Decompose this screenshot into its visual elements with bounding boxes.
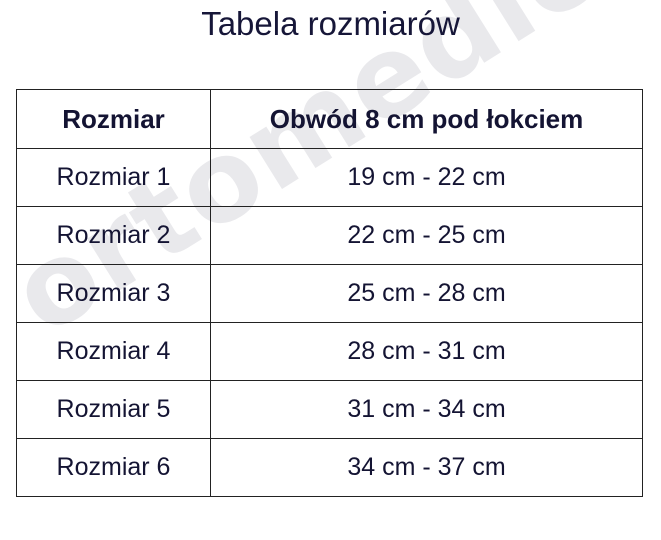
table-header-row: Rozmiar Obwód 8 cm pod łokciem — [16, 89, 643, 149]
range-cell: 25 cm - 28 cm — [210, 264, 643, 323]
range-cell: 28 cm - 31 cm — [210, 322, 643, 381]
range-cell: 19 cm - 22 cm — [210, 148, 643, 207]
size-cell: Rozmiar 1 — [16, 148, 211, 207]
table-row: Rozmiar 4 28 cm - 31 cm — [16, 322, 643, 381]
range-cell: 31 cm - 34 cm — [210, 380, 643, 439]
table-row: Rozmiar 5 31 cm - 34 cm — [16, 380, 643, 439]
size-cell: Rozmiar 3 — [16, 264, 211, 323]
size-table: Rozmiar Obwód 8 cm pod łokciem Rozmiar 1… — [16, 89, 643, 497]
size-cell: Rozmiar 4 — [16, 322, 211, 381]
page-title: Tabela rozmiarów — [201, 5, 460, 42]
size-cell: Rozmiar 2 — [16, 206, 211, 265]
table-row: Rozmiar 1 19 cm - 22 cm — [16, 148, 643, 207]
table-row: Rozmiar 6 34 cm - 37 cm — [16, 438, 643, 497]
size-cell: Rozmiar 5 — [16, 380, 211, 439]
header-circumference: Obwód 8 cm pod łokciem — [210, 89, 643, 149]
range-cell: 34 cm - 37 cm — [210, 438, 643, 497]
table-row: Rozmiar 3 25 cm - 28 cm — [16, 264, 643, 323]
size-cell: Rozmiar 6 — [16, 438, 211, 497]
header-size: Rozmiar — [16, 89, 211, 149]
range-cell: 22 cm - 25 cm — [210, 206, 643, 265]
table-row: Rozmiar 2 22 cm - 25 cm — [16, 206, 643, 265]
